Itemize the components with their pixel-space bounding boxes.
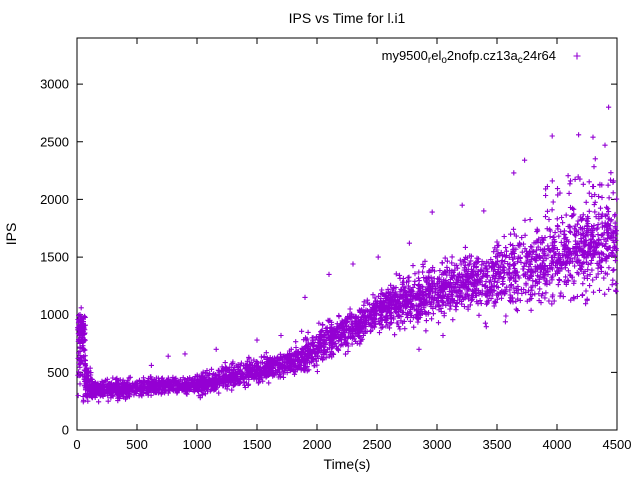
legend-label: my9500relo2nofp.cz13ac24r64 [382,48,556,66]
x-tick-label: 3500 [483,437,512,452]
plot-border [76,37,618,431]
y-tick-label: 1500 [40,250,69,265]
y-tick-label: 2500 [40,134,69,149]
x-axis-label: Time(s) [324,456,371,472]
legend-text: 2nofp.cz13a [447,48,519,63]
x-tick-label: 0 [73,437,80,452]
y-tick-label: 3000 [40,77,69,92]
x-tick-label: 1000 [183,437,212,452]
legend-marker-plus-icon [573,52,581,60]
x-tick-label: 3000 [423,437,452,452]
legend-subscript: r [428,55,432,66]
y-tick-label: 500 [47,365,69,380]
legend-subscript: c [518,55,523,66]
x-tick-label: 2000 [303,437,332,452]
y-tick-label: 0 [62,423,69,438]
x-tick-label: 4500 [603,437,632,452]
legend-text: my9500 [382,48,428,63]
x-tick-label: 2500 [363,437,392,452]
y-tick-label: 2000 [40,192,69,207]
x-tick-label: 1500 [243,437,272,452]
y-tick-label: 1000 [40,307,69,322]
x-axis-tick-labels: 0 500 1000 1500 2000 2500 3000 3500 4000 4500 [73,437,631,452]
legend-subscript: o [441,55,447,66]
x-tick-label: 4000 [543,437,572,452]
y-axis-tick-labels: 0 500 1000 1500 2000 2500 3000 [40,77,69,438]
legend-text: el [431,48,441,63]
y-axis-label: IPS [3,223,19,246]
x-tick-label: 500 [126,437,148,452]
chart-title: IPS vs Time for l.i1 [289,10,406,26]
tick-marks [76,38,618,431]
data-points [75,104,620,405]
legend-text: 24r64 [523,48,556,63]
